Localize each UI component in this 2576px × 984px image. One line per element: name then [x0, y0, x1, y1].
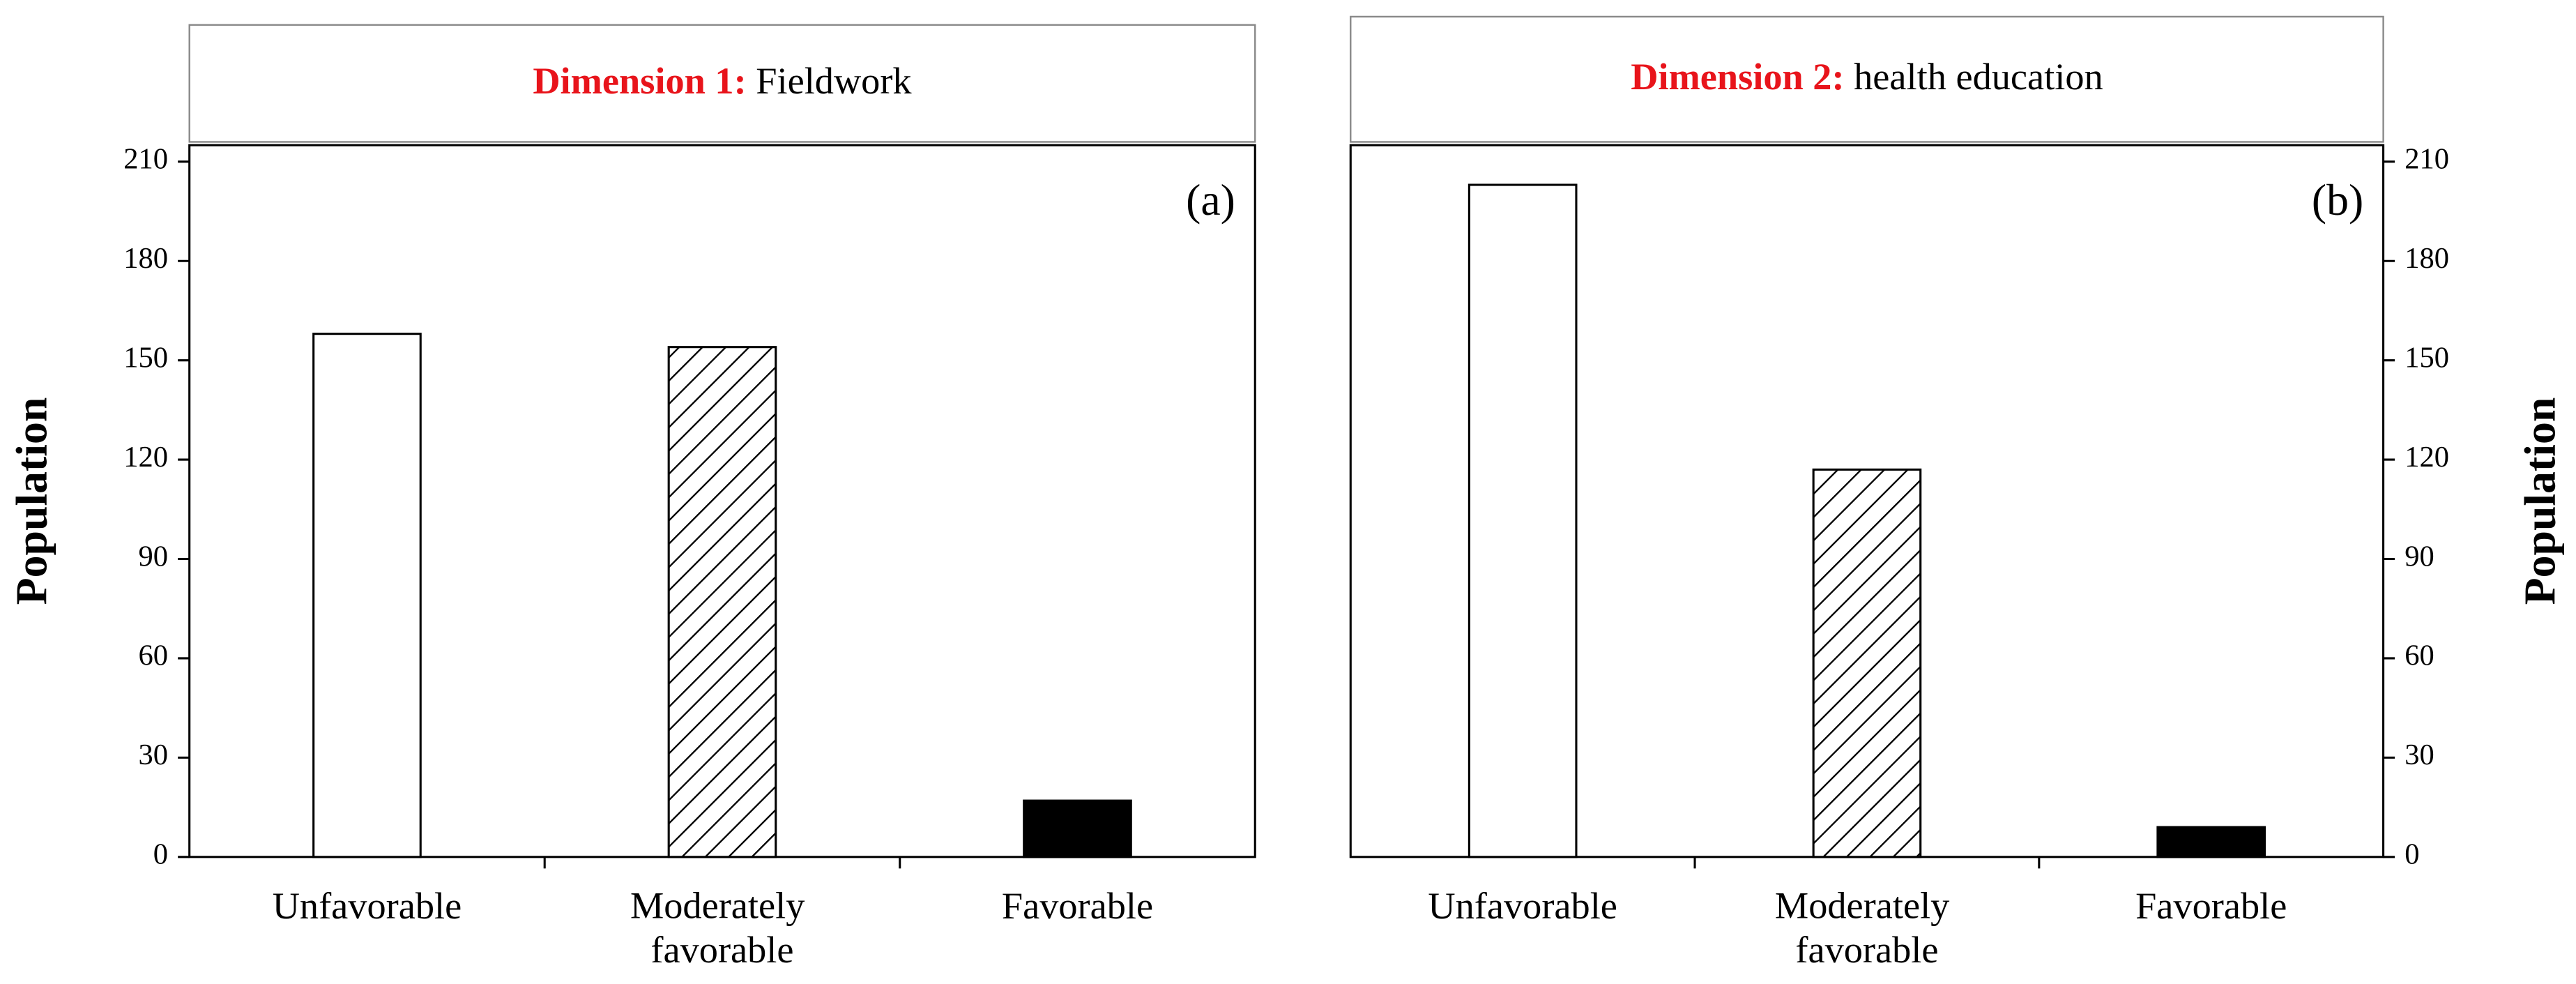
bar	[312, 333, 422, 858]
title-label: Dimension 1:	[533, 60, 756, 102]
y-axis-label: Population	[2515, 398, 2565, 605]
y-tick-label: 210	[2404, 143, 2449, 176]
y-tick-label: 210	[123, 143, 168, 176]
chart-title: Dimension 1: Fieldwork	[533, 60, 912, 102]
title-text: health education	[1854, 56, 2103, 98]
x-tick-label: Favorable	[2135, 885, 2287, 927]
x-tick-label: Favorable	[1002, 885, 1153, 927]
title-box	[188, 24, 1256, 143]
bar	[667, 346, 777, 858]
chart-title: Dimension 2: health education	[1631, 56, 2103, 98]
y-tick-label: 120	[2404, 441, 2449, 474]
x-tick-label: Moderately favorable	[630, 885, 814, 971]
x-tick-label: Unfavorable	[1428, 885, 1617, 927]
title-label: Dimension 2:	[1631, 56, 1854, 98]
bar	[1468, 183, 1578, 858]
y-tick-label: 150	[123, 341, 168, 374]
y-tick-label: 30	[138, 739, 168, 771]
panel-label: (a)	[1186, 175, 1235, 225]
bar	[2156, 826, 2266, 858]
y-tick-label: 0	[153, 838, 168, 871]
y-tick-label: 0	[2404, 838, 2419, 871]
y-tick-label: 120	[123, 441, 168, 474]
y-tick-label: 180	[2404, 242, 2449, 275]
y-tick-label: 180	[123, 242, 168, 275]
y-tick-label: 60	[2404, 639, 2434, 672]
y-tick-label: 90	[138, 540, 168, 573]
x-tick-label: Unfavorable	[273, 885, 462, 927]
y-tick-label: 60	[138, 639, 168, 672]
bar	[1023, 799, 1132, 858]
x-tick-label: Moderately favorable	[1775, 885, 1959, 971]
y-axis-label: Population	[7, 398, 56, 605]
y-tick-label: 30	[2404, 739, 2434, 771]
title-box	[1350, 15, 2384, 143]
y-tick-label: 90	[2404, 540, 2434, 573]
bar	[1812, 468, 1922, 858]
y-tick-label: 150	[2404, 341, 2449, 374]
title-text: Fieldwork	[756, 60, 912, 102]
panel-label: (b)	[2312, 175, 2363, 225]
